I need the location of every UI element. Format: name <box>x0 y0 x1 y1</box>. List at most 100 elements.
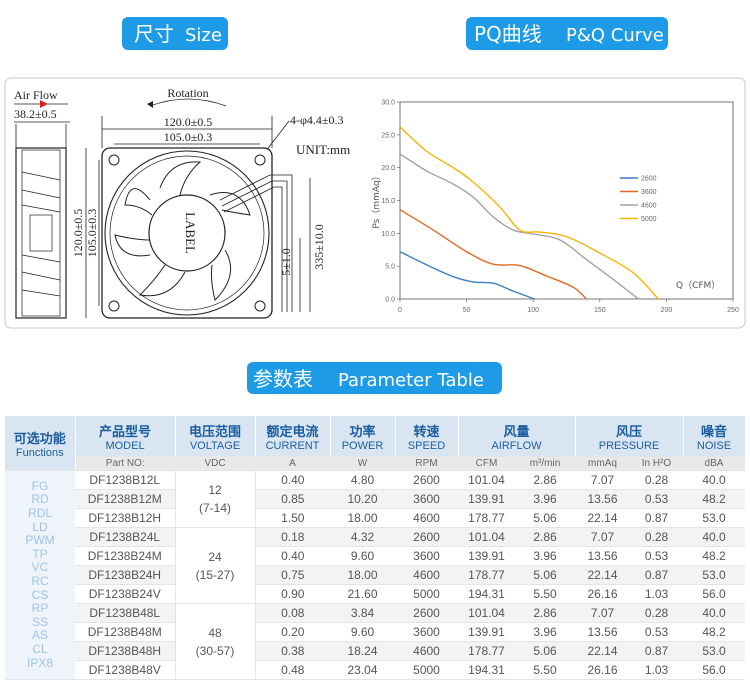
curve <box>399 251 535 300</box>
table-row: DF1238B12M 0.85 10.20 3600 139.91 3.96 13.56 0.… <box>5 489 745 509</box>
table-cell: A <box>255 456 330 471</box>
table-cell: 53.0 <box>683 508 745 528</box>
table-cell: 1.50 <box>255 508 330 528</box>
table-cell: 0.85 <box>255 489 330 509</box>
table-cell: DF1238B12H <box>75 508 175 528</box>
top-area: 尺寸 Size PQ曲线 P&Q Curve 参数表 Parameter Tab… <box>4 17 746 394</box>
y-axis-label: Ps（mmAq） <box>371 171 382 228</box>
pq-badge <box>466 17 668 50</box>
table-cell: 0.87 <box>630 508 683 528</box>
table-cell: 53.0 <box>683 565 745 585</box>
en: Functions <box>15 446 64 459</box>
function: IPX8 <box>26 655 53 670</box>
table-cell: 3600 <box>395 489 458 509</box>
legend-label: 5000 <box>641 216 657 223</box>
table-cell: 0.28 <box>630 470 683 490</box>
function: FG <box>31 478 49 493</box>
x-tick-label: 0 <box>398 307 402 314</box>
table-cell: 1.03 <box>630 584 683 604</box>
table-cell: 3.96 <box>515 489 575 509</box>
label: LABEL <box>183 212 198 254</box>
table-cell: 2600 <box>395 470 458 490</box>
table-cell: 3600 <box>395 546 458 566</box>
table-cell: 5.50 <box>515 660 575 680</box>
table-cell: 2600 <box>395 603 458 623</box>
table-cell: 转速 SPEED <box>395 416 459 457</box>
table-cell: 额定电流 CURRENT <box>255 416 331 457</box>
en: AIRFLOW <box>491 439 542 452</box>
table-cell: 2.86 <box>515 470 575 490</box>
table-cell: 22.14 <box>575 508 630 528</box>
table-cell: DF1238B24H <box>75 565 175 585</box>
table-cell: 101.04 <box>458 470 515 490</box>
table-cell: 26.16 <box>575 584 630 604</box>
table-cell: 可选功能 Functions <box>5 416 76 471</box>
cn: 风量 <box>503 423 530 439</box>
function: SS <box>31 614 48 629</box>
table-cell: 0.28 <box>630 527 683 547</box>
curve <box>399 126 659 300</box>
table-cell: 4600 <box>395 641 458 661</box>
table-row: DF1238B24M 0.40 9.60 3600 139.91 3.96 13.56 0.5… <box>5 546 745 566</box>
table-cell: 0.18 <box>255 527 330 547</box>
y-tick-label: 20.0 <box>381 165 395 172</box>
table-cell: In H²O <box>630 456 683 471</box>
table-cell: 0.40 <box>255 470 330 490</box>
depth: 38.2±0.5 <box>14 107 57 121</box>
cn: 转速 <box>413 423 440 439</box>
unit: UNIT:mm <box>296 142 350 157</box>
table-cell: 178.77 <box>458 508 515 528</box>
table-cell: 0.53 <box>630 546 683 566</box>
table-cell: 18.00 <box>330 508 395 528</box>
range: (15-27) <box>195 567 235 582</box>
rotation: Rotation <box>167 86 208 100</box>
table-cell: 3.96 <box>515 546 575 566</box>
table-cell: 13.56 <box>575 622 630 642</box>
voltage: 12 <box>208 483 222 497</box>
table-cell: 12 (7-14) <box>174 470 256 528</box>
table-row: DF1238B48V 0.48 23.04 5000 194.31 5.50 26.16 1.… <box>5 660 745 680</box>
table-cell: 53.0 <box>683 641 745 661</box>
voltage: 48 <box>208 625 222 640</box>
function: CL <box>32 641 48 656</box>
air-flow: Air Flow <box>14 88 58 102</box>
table-cell: 0.28 <box>630 603 683 623</box>
table-cell: 0.53 <box>630 489 683 509</box>
en: CURRENT <box>265 439 320 452</box>
table-cell: 56.0 <box>683 660 745 680</box>
table-cell: DF1238B24V <box>75 584 175 604</box>
table-cell: 7.07 <box>575 470 630 490</box>
table-cell: VDC <box>175 456 255 471</box>
badge-cn: 尺寸 <box>134 22 174 46</box>
table-cell: mmAq <box>575 456 630 471</box>
holes: 4-φ4.4±0.3 <box>290 113 344 127</box>
table-cell: 18.24 <box>330 641 395 661</box>
x-tick-label: 200 <box>661 307 673 314</box>
function: TP <box>32 546 48 561</box>
table-badge <box>247 362 502 394</box>
table-cell: 48 (30-57) <box>174 603 256 680</box>
cn: 电压范围 <box>188 423 241 439</box>
table-cell: 22.14 <box>575 565 630 585</box>
table-cell: Part NO: <box>75 456 175 471</box>
table-cell: 139.91 <box>458 546 515 566</box>
function: RC <box>31 574 49 588</box>
function: RDL <box>27 506 52 521</box>
function: LD <box>32 519 48 534</box>
y-tick-label: 15.0 <box>381 198 395 205</box>
table-cell: 0.87 <box>630 641 683 661</box>
table-cell: 139.91 <box>458 489 515 509</box>
hole-height: 105.0±0.3 <box>85 209 99 258</box>
badge-cn: PQ曲线 <box>474 22 542 46</box>
table-row: DF1238B48L 48 (30-57) 0.08 3.84 2600 101.04 2.8… <box>5 603 745 680</box>
en: POWER <box>341 439 384 452</box>
table-cell: 0.75 <box>255 565 330 585</box>
table-cell: 24 (15-27) <box>174 527 256 604</box>
cn: 产品型号 <box>98 423 151 439</box>
side-view: Air Flow 38.2±0.5 <box>14 88 70 319</box>
table-cell: DF1238B48M <box>75 622 175 642</box>
table-cell: W <box>330 456 395 471</box>
legend-label: 3600 <box>641 189 657 196</box>
table-cell: DF1238B48H <box>75 641 175 661</box>
parameter-table: 可选功能 Functions 产品型号 MODEL 电压范围 VOLTAGE 额定电流 CUR… <box>5 416 746 680</box>
